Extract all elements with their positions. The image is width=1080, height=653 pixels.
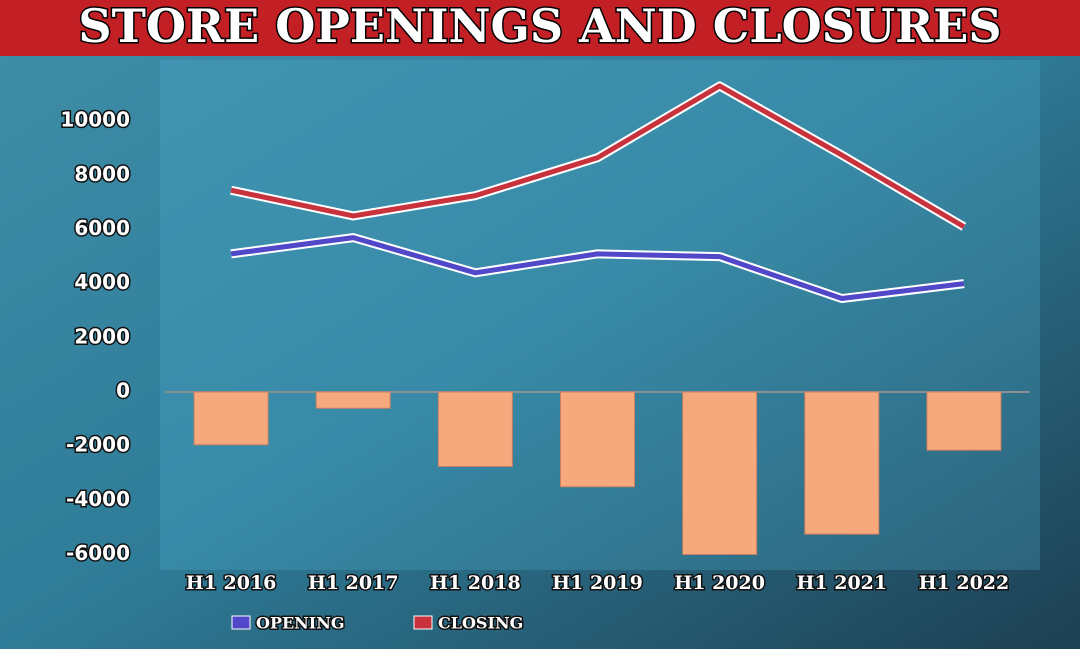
bar [315, 391, 391, 409]
bar [682, 391, 758, 555]
y-tick-label: 10000 [60, 108, 130, 132]
y-tick-label: 8000 [74, 162, 130, 186]
bar [926, 391, 1002, 451]
legend-label: OPENING [256, 614, 345, 633]
y-tick-label: -6000 [66, 541, 130, 565]
y-tick-label: -4000 [66, 487, 130, 511]
line [230, 83, 966, 229]
bar [804, 391, 880, 535]
legend-swatch [231, 615, 251, 630]
x-tick-label: H1 2020 [674, 572, 765, 594]
y-tick-label: 0 [116, 378, 130, 402]
x-tick-label: H1 2021 [796, 572, 887, 594]
x-tick-label: H1 2017 [308, 572, 399, 594]
plot-area [160, 60, 1040, 570]
y-tick-label: 6000 [74, 216, 130, 240]
bar [560, 391, 635, 488]
title-bar [0, 0, 1080, 56]
legend-label: CLOSING [438, 614, 523, 633]
line [230, 235, 965, 302]
x-tick-label: H1 2019 [552, 572, 643, 594]
x-tick-label: H1 2018 [430, 572, 521, 594]
x-tick-label: H1 2016 [186, 572, 277, 594]
y-tick-label: 4000 [74, 270, 130, 294]
legend-swatch [413, 615, 433, 630]
chart-title: STORE OPENINGS AND CLOSURES [78, 0, 1001, 53]
x-tick-label: H1 2022 [919, 572, 1010, 594]
bar [437, 391, 513, 467]
y-tick-label: 2000 [74, 324, 130, 348]
y-tick-label: -2000 [66, 433, 130, 457]
bar [193, 391, 269, 446]
